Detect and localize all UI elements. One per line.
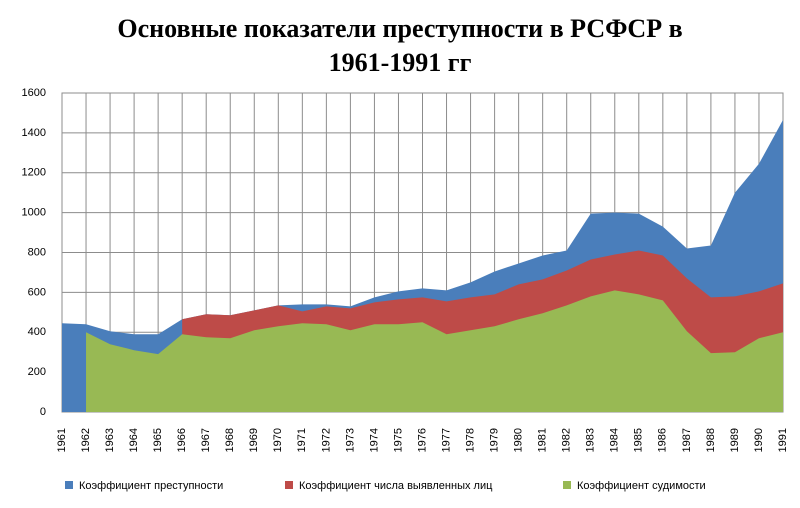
x-tick-label: 1978 (464, 428, 476, 452)
x-tick-label: 1973 (344, 428, 356, 452)
legend-label: Коэффициент судимости (577, 480, 706, 492)
x-tick-label: 1970 (272, 428, 284, 452)
y-tick-label: 1200 (22, 167, 46, 179)
x-tick-label: 1975 (392, 428, 404, 452)
x-tick-label: 1967 (200, 428, 212, 452)
x-tick-label: 1976 (416, 428, 428, 452)
x-tick-label: 1981 (537, 428, 549, 452)
x-tick-label: 1980 (513, 428, 525, 452)
x-tick-label: 1964 (128, 428, 140, 452)
legend-label: Коэффициент числа выявленных лиц (299, 480, 493, 492)
x-tick-label: 1974 (368, 428, 380, 452)
legend-swatch (285, 481, 293, 489)
x-tick-label: 1982 (561, 428, 573, 452)
legend-label: Коэффициент преступности (79, 480, 223, 492)
x-tick-label: 1991 (777, 428, 789, 452)
legend-swatch (563, 481, 571, 489)
x-tick-label: 1987 (681, 428, 693, 452)
x-tick-label: 1965 (152, 428, 164, 452)
x-tick-label: 1962 (80, 428, 92, 452)
x-tick-label: 1988 (705, 428, 717, 452)
x-tick-label: 1984 (609, 428, 621, 452)
x-tick-label: 1968 (224, 428, 236, 452)
x-tick-label: 1977 (440, 428, 452, 452)
area (86, 290, 784, 412)
x-tick-label: 1963 (104, 428, 116, 452)
y-tick-label: 1600 (22, 87, 46, 99)
x-tick-label: 1989 (729, 428, 741, 452)
y-tick-label: 200 (28, 366, 46, 378)
y-tick-label: 600 (28, 286, 46, 298)
x-tick-label: 1986 (657, 428, 669, 452)
x-tick-label: 1969 (248, 428, 260, 452)
x-tick-label: 1983 (585, 428, 597, 452)
x-tick-label: 1961 (56, 428, 68, 452)
y-tick-label: 1400 (22, 127, 46, 139)
y-tick-label: 0 (40, 406, 46, 418)
x-tick-label: 1972 (320, 428, 332, 452)
x-tick-label: 1979 (489, 428, 501, 452)
y-tick-label: 800 (28, 246, 46, 258)
x-tick-label: 1990 (753, 428, 765, 452)
chart-title: Основные показатели преступности в РСФСР… (117, 14, 683, 77)
y-tick-label: 400 (28, 326, 46, 338)
x-tick-label: 1971 (296, 428, 308, 452)
x-tick-label: 1966 (176, 428, 188, 452)
y-tick-label: 1000 (22, 207, 46, 219)
x-tick-label: 1985 (633, 428, 645, 452)
legend-swatch (65, 481, 73, 489)
